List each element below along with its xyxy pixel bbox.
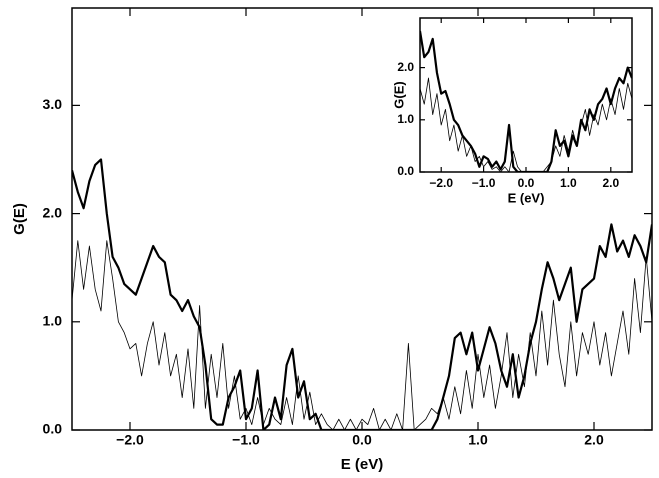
- inset-plot: −2.0 −1.0 0.0 1.0 2.0 0.0 1.0 2.0 E (eV) G(E): [391, 17, 633, 205]
- x-axis-label: E (eV): [508, 190, 545, 205]
- data-line: [72, 158, 652, 430]
- x-tick-label: −1.0: [472, 176, 496, 190]
- x-axis-label: E (eV): [341, 456, 384, 473]
- y-axis-label: G(E): [11, 203, 28, 235]
- x-tick-label: 0.0: [352, 432, 372, 448]
- y-tick-label: 0.0: [43, 421, 63, 437]
- x-tick-label: −2.0: [116, 432, 144, 448]
- y-tick-label: 1.0: [397, 112, 414, 126]
- x-tick-label: 1.0: [468, 432, 488, 448]
- y-axis-label: G(E): [391, 81, 406, 108]
- y-tick-label: 3.0: [43, 96, 63, 112]
- plots: −2.0 −1.0 0.0 1.0 2.00.01.02.03.0E (eV)G(E)−…: [11, 7, 653, 473]
- data-line: [72, 240, 652, 430]
- data-line: [420, 30, 632, 172]
- x-tick-label: 1.0: [560, 176, 577, 190]
- plot-background: [420, 18, 632, 172]
- x-tick-label: 0.0: [518, 176, 535, 190]
- x-tick-label: −1.0: [232, 432, 260, 448]
- x-tick-label: −2.0: [429, 176, 453, 190]
- x-tick-label: 2.0: [602, 176, 619, 190]
- data-area: [72, 158, 652, 430]
- y-tick-label: 2.0: [43, 204, 63, 220]
- y-tick-label: 2.0: [397, 60, 414, 74]
- data-area: [420, 30, 632, 172]
- data-line: [420, 77, 632, 172]
- y-tick-label: 0.0: [397, 164, 414, 178]
- x-tick-label: 2.0: [584, 432, 604, 448]
- y-tick-label: 1.0: [43, 312, 63, 328]
